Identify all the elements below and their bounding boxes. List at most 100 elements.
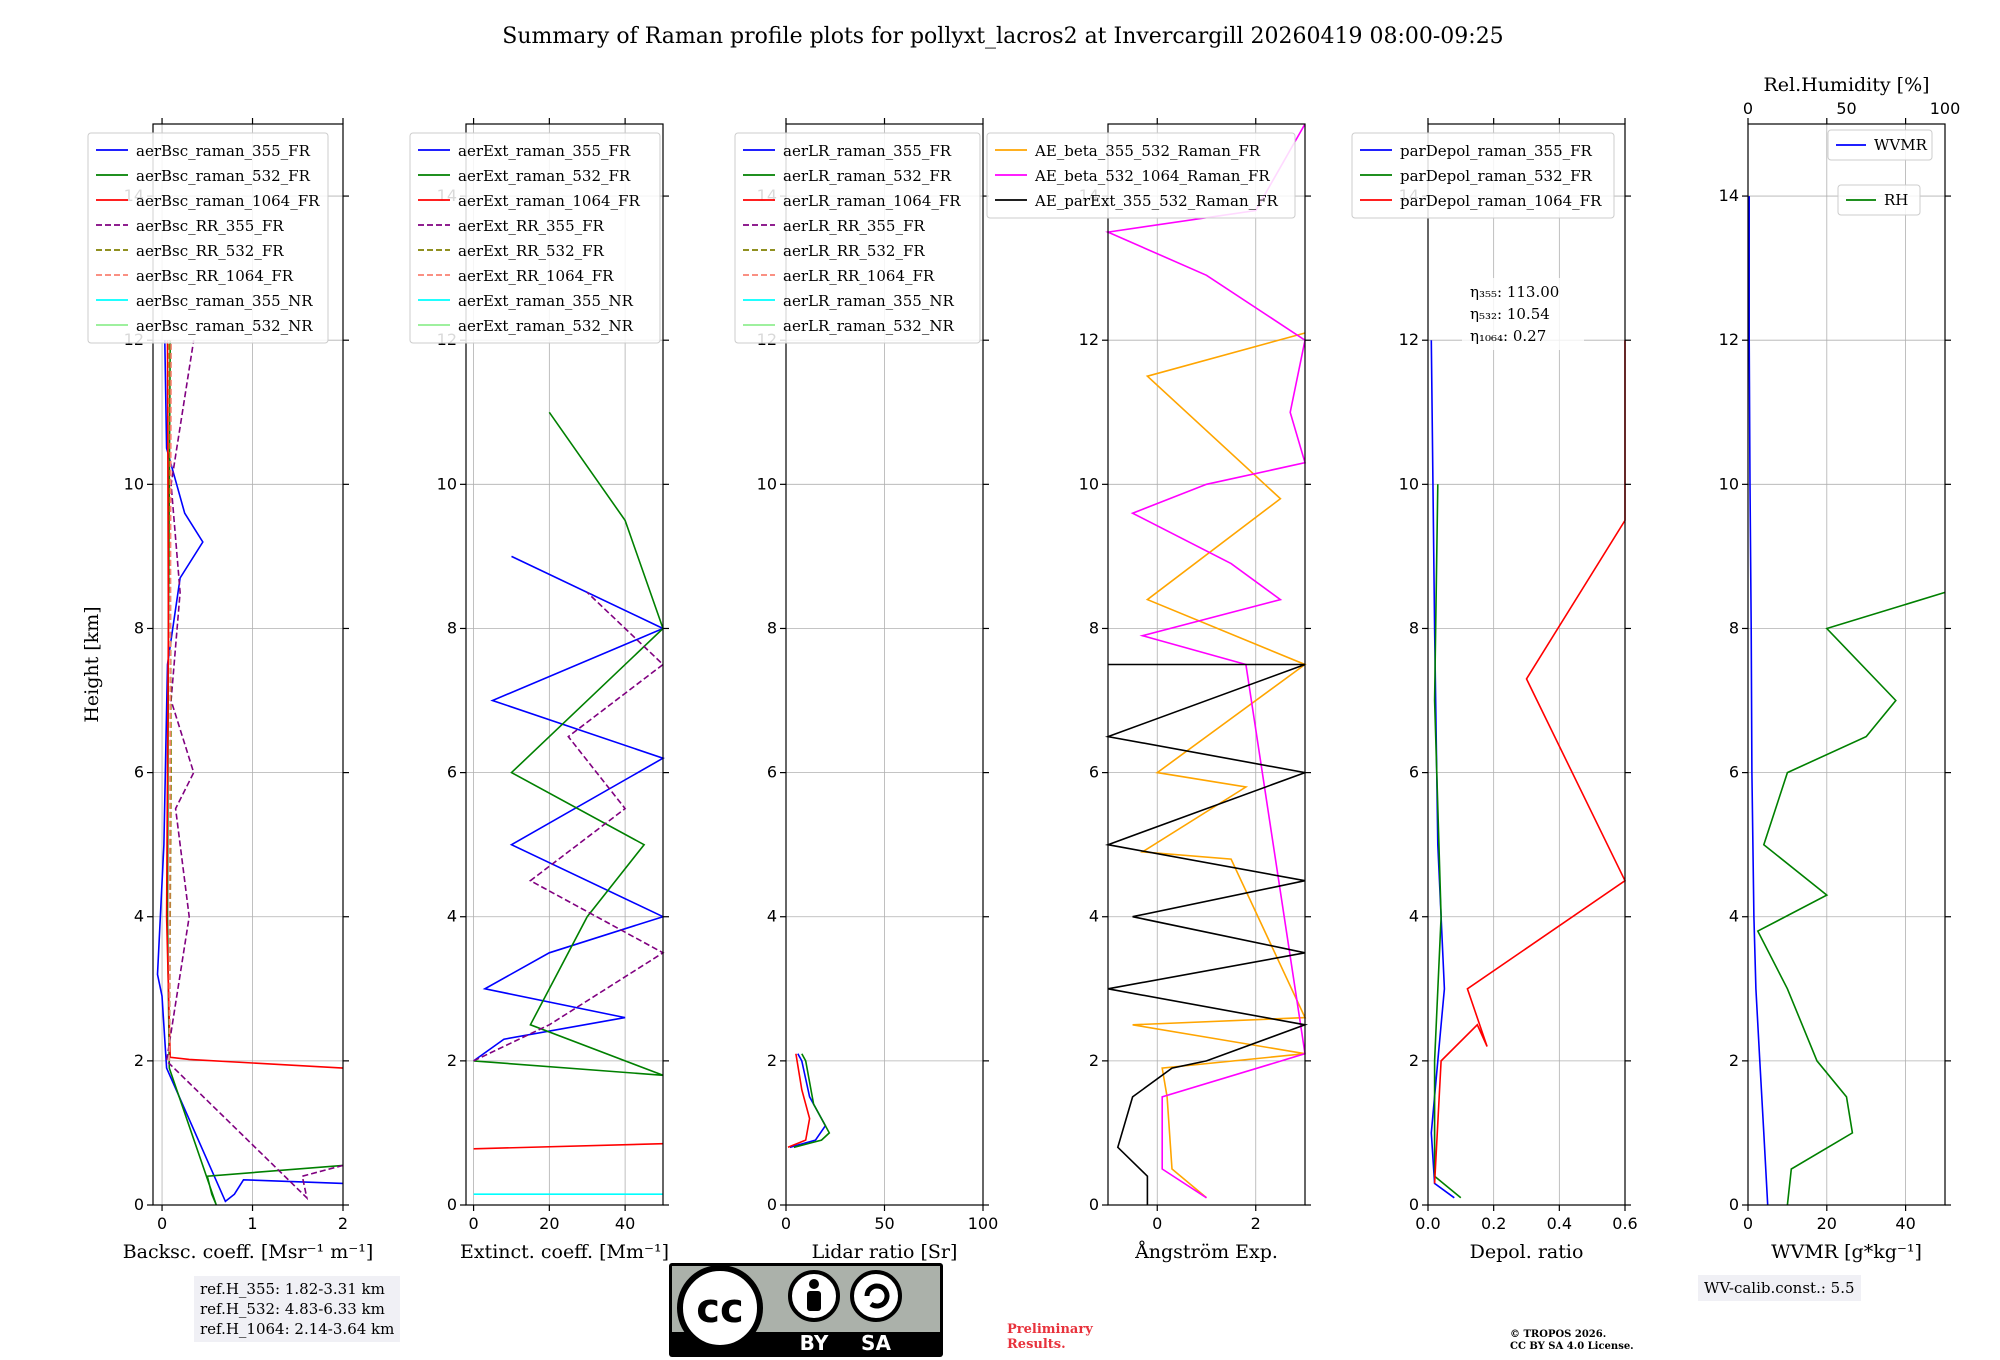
legend-entry: parDepol_raman_355_FR bbox=[1400, 142, 1593, 160]
figure-title: Summary of Raman profile plots for polly… bbox=[502, 24, 1503, 49]
legend-entry: aerBsc_RR_532_FR bbox=[136, 242, 284, 260]
panel-6: 0 2 4 6 8 10 12 14 0 20 40 WVMR [g*kg⁻¹] 0 50 100Rel.H… bbox=[1719, 74, 1961, 1263]
y-tick-label: 6 bbox=[1409, 763, 1419, 782]
axes-frame bbox=[152, 123, 344, 1206]
share-alike-icon bbox=[850, 1270, 902, 1322]
series-line-aerLR_raman_1064_FR bbox=[787, 1053, 811, 1149]
y-tick-label: 6 bbox=[1089, 763, 1099, 782]
legend-box bbox=[1351, 132, 1615, 219]
legend-entry: aerExt_RR_1064_FR bbox=[458, 267, 614, 285]
x-tick-label: 20 bbox=[539, 1214, 559, 1233]
secondary-x-axis-label: Rel.Humidity [%] bbox=[1763, 74, 1929, 96]
legend-entry: aerExt_raman_532_FR bbox=[458, 167, 631, 185]
ref-height-355: ref.H_355: 1.82-3.31 km bbox=[200, 1280, 385, 1298]
y-tick-label: 12 bbox=[1719, 330, 1739, 349]
series-line-aerBsc_raman_355_FR bbox=[156, 340, 344, 1203]
y-tick-label: 12 bbox=[1399, 330, 1419, 349]
legend-entry: AE_parExt_355_532_Raman_FR bbox=[1034, 192, 1279, 210]
eta-annotation-line: η₁₀₆₄: 0.27 bbox=[1470, 327, 1546, 345]
preliminary-line-1: Preliminary bbox=[1007, 1322, 1093, 1337]
x-axis-label: Extinct. coeff. [Mm⁻¹] bbox=[460, 1241, 669, 1263]
y-tick-label: 10 bbox=[757, 474, 777, 493]
y-tick-label: 8 bbox=[134, 618, 144, 637]
y-tick-label: 10 bbox=[437, 474, 457, 493]
y-tick-label: 0 bbox=[1409, 1195, 1419, 1214]
legend-entry: parDepol_raman_1064_FR bbox=[1400, 192, 1602, 210]
y-tick-label: 2 bbox=[134, 1051, 144, 1070]
series-line-aerLR_raman_532_FR bbox=[793, 1053, 831, 1149]
legend-entry: aerLR_raman_355_NR bbox=[783, 292, 954, 310]
x-tick-label: 1 bbox=[247, 1214, 257, 1233]
legend-entry: aerBsc_raman_532_NR bbox=[136, 317, 313, 335]
eta-annotation-line: η₅₃₂: 10.54 bbox=[1470, 305, 1550, 323]
y-tick-label: 4 bbox=[767, 907, 777, 926]
y-tick-label: 4 bbox=[1089, 907, 1099, 926]
legend-entry: aerExt_raman_1064_FR bbox=[458, 192, 640, 210]
legend-entry: aerLR_RR_355_FR bbox=[783, 217, 925, 235]
series-line-aerExt_raman_1064_FR bbox=[473, 1142, 664, 1150]
legend-entry: aerBsc_raman_532_FR bbox=[136, 167, 311, 185]
y-tick-label: 0 bbox=[134, 1195, 144, 1214]
y-tick-label: 4 bbox=[134, 907, 144, 926]
y-tick-label: 8 bbox=[767, 618, 777, 637]
y-tick-label: 2 bbox=[447, 1051, 457, 1070]
secondary-x-tick-label: 100 bbox=[1930, 99, 1961, 118]
x-tick-label: 2 bbox=[1251, 1214, 1261, 1233]
eta-annotation-box bbox=[1462, 278, 1584, 350]
series-line-aerExt_raman_532_FR bbox=[473, 411, 664, 1077]
x-tick-label: 0 bbox=[1152, 1214, 1162, 1233]
legend-box bbox=[986, 132, 1296, 219]
x-tick-label: 20 bbox=[1817, 1214, 1837, 1233]
legend-entry: aerBsc_RR_1064_FR bbox=[136, 267, 294, 285]
series-line-aerBsc_RR_355_FR bbox=[165, 340, 344, 1201]
preliminary-line-2: Results. bbox=[1007, 1337, 1066, 1352]
x-tick-label: 40 bbox=[1895, 1214, 1915, 1233]
series-line-aerExt_RR_355_FR bbox=[473, 591, 665, 1062]
legend-entry: aerExt_raman_355_NR bbox=[458, 292, 634, 310]
x-tick-label: 50 bbox=[874, 1214, 894, 1233]
series-line-aerBsc_RR_1064_FR bbox=[168, 340, 172, 1061]
wv-calibration-constant: WV-calib.const.: 5.5 bbox=[1704, 1279, 1855, 1297]
legend-entry: aerLR_RR_1064_FR bbox=[783, 267, 935, 285]
y-tick-label: 2 bbox=[1089, 1051, 1099, 1070]
x-tick-label: 0.6 bbox=[1612, 1214, 1637, 1233]
legend-entry: aerBsc_raman_1064_FR bbox=[136, 192, 320, 210]
legend-entry: AE_beta_532_1064_Raman_FR bbox=[1034, 167, 1270, 185]
x-tick-label: 0.4 bbox=[1547, 1214, 1572, 1233]
y-tick-label: 6 bbox=[1729, 763, 1739, 782]
y-tick-label: 10 bbox=[1719, 474, 1739, 493]
legend-entry: aerExt_RR_355_FR bbox=[458, 217, 605, 235]
x-axis-label: Lidar ratio [Sr] bbox=[812, 1241, 958, 1263]
y-tick-label: 14 bbox=[1719, 186, 1739, 205]
y-tick-label: 2 bbox=[767, 1051, 777, 1070]
x-tick-label: 0 bbox=[781, 1214, 791, 1233]
legend-entry: aerBsc_raman_355_NR bbox=[136, 292, 313, 310]
legend-entry: aerLR_raman_532_FR bbox=[783, 167, 952, 185]
legend-box bbox=[409, 132, 661, 344]
panel-1: 02468101214012Backsc. coeff. [Msr⁻¹ m⁻¹]… bbox=[81, 118, 373, 1263]
axes-frame bbox=[465, 123, 664, 1206]
x-tick-label: 40 bbox=[615, 1214, 635, 1233]
series-line-AE_beta_355_532_Raman_FR bbox=[1132, 332, 1307, 1199]
legend-entry: aerLR_raman_532_NR bbox=[783, 317, 954, 335]
y-tick-label: 8 bbox=[1089, 618, 1099, 637]
series-line-aerExt_raman_355_FR bbox=[473, 555, 666, 1062]
y-tick-label: 6 bbox=[447, 763, 457, 782]
secondary-x-tick-label: 0 bbox=[1743, 99, 1753, 118]
series-line-WVMR bbox=[1748, 196, 1769, 1206]
copyright-line-2: CC BY SA 4.0 License. bbox=[1510, 1341, 1634, 1352]
x-axis-label: WVMR [g*kg⁻¹] bbox=[1771, 1241, 1922, 1263]
panel-4: 0246810121402Ångström Exp.AE_beta_355_53… bbox=[986, 118, 1311, 1263]
y-tick-label: 10 bbox=[124, 474, 144, 493]
series-line-aerBsc_RR_532_FR bbox=[168, 340, 172, 1061]
series-line-RH bbox=[1756, 591, 1946, 1206]
y-tick-label: 0 bbox=[1089, 1195, 1099, 1214]
x-axis-label: Ångström Exp. bbox=[1134, 1241, 1278, 1263]
cc-logo-text: cc bbox=[696, 1286, 743, 1332]
x-tick-label: 0 bbox=[157, 1214, 167, 1233]
legend-box bbox=[1837, 184, 1921, 216]
legend-entry: aerExt_RR_532_FR bbox=[458, 242, 605, 260]
secondary-x-tick-label: 50 bbox=[1836, 99, 1856, 118]
